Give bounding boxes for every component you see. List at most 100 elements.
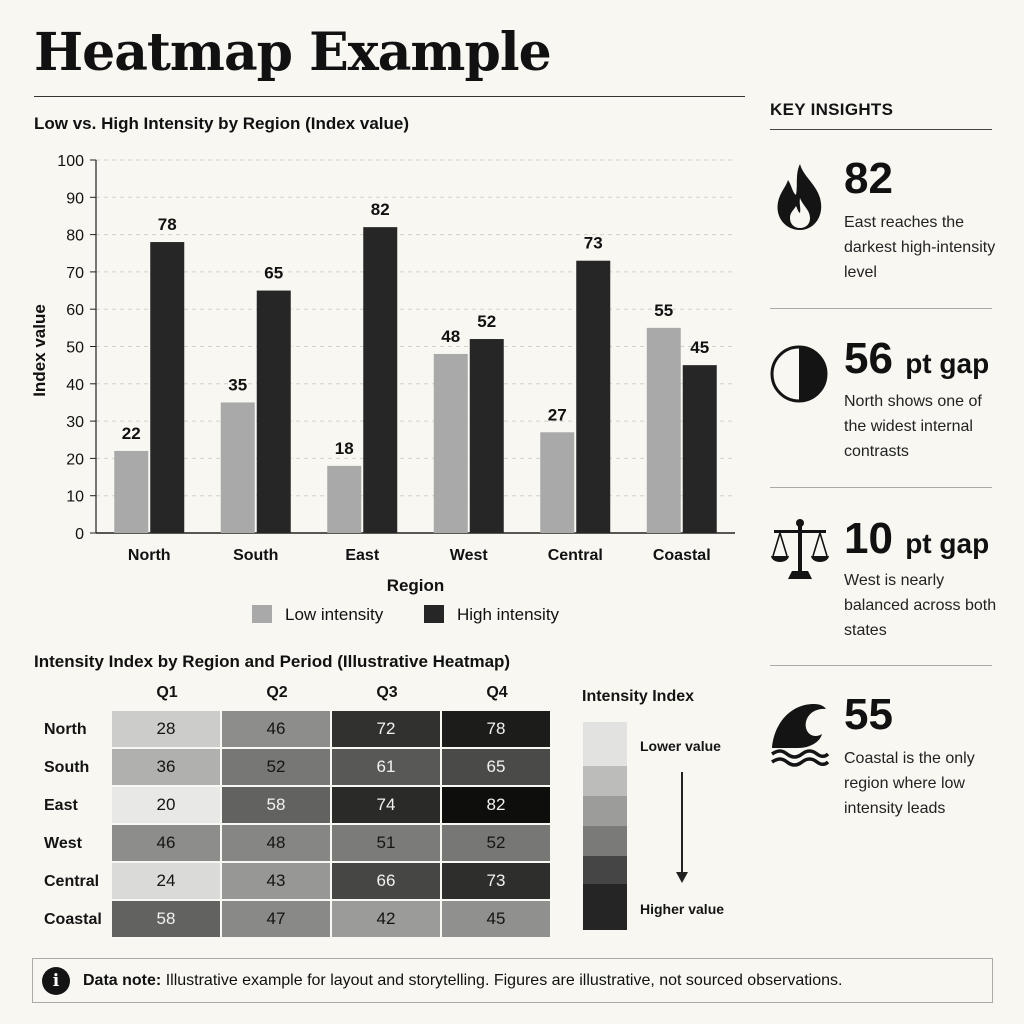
bar [469,339,504,533]
insight-metric-3: 10 pt gap [844,514,990,563]
insight-metric-4: 55 [844,690,893,739]
y-tick-label: 20 [66,451,84,468]
heatmap-cell: 65 [442,749,550,785]
legend-swatch-mid [583,796,627,826]
page-title: Heatmap Example [34,22,552,83]
heatmap-cell: 48 [222,825,330,861]
heatmap-row-label: North [44,721,87,738]
insight-metric-1: 82 [844,154,893,203]
bar-data-label: 48 [441,327,460,346]
x-tick-label: East [345,547,379,564]
legend-swatch-lightest [583,722,627,766]
heatmap-cell: 52 [222,749,330,785]
bar [220,402,255,533]
bar [256,290,291,533]
insights-divider [770,129,992,130]
y-tick-label: 0 [75,526,84,543]
heatmap-cell: 20 [112,787,220,823]
x-tick-label: North [128,547,171,564]
bar-chart: 0 10 20 30 40 50 60 70 80 90 100 22 78 North 35 65 South… [30,153,735,624]
insights-title: KEY INSIGHTS [770,100,894,119]
heatmap-row-label: Central [44,873,100,890]
insight-description-3: West is nearly balanced across both stat… [844,572,997,639]
data-note-label: Data note: [83,972,162,989]
heatmap-row-label: South [44,759,90,776]
heatmap-cell: 47 [222,901,330,937]
legend-label: High intensity [457,605,560,624]
heatmap-row-label: Coastal [44,911,102,928]
half-circle-icon [770,340,830,404]
insight-description-1: East reaches the darkest high-intensity … [844,214,996,281]
insights-divider [770,665,992,666]
insights-divider [770,487,992,488]
y-tick-label: 10 [66,489,84,506]
heatmap-column-header: Q2 [266,684,288,701]
heatmap-title: Intensity Index by Region and Period (Il… [34,652,511,671]
heatmap-cell: 45 [442,901,550,937]
bar-data-label: 35 [228,375,247,394]
data-note: i Data note: Illustrative example for la… [32,958,993,1003]
bar-data-label: 22 [122,424,141,443]
bar-data-label: 45 [690,338,709,357]
heatmap-cell: 58 [222,787,330,823]
bar [576,260,611,533]
heatmap-cell: 28 [112,711,220,747]
bar [433,353,468,533]
bar [682,365,717,533]
bar-data-label: 55 [654,301,673,320]
legend-high-label: Higher value [640,901,725,917]
x-tick-label: South [233,547,278,564]
x-tick-label: Coastal [653,547,711,564]
heatmap-cell: 66 [332,863,440,899]
bar [363,227,398,533]
heatmap-cell: 52 [442,825,550,861]
bar-data-label: 27 [548,405,567,424]
heatmap-row-label: West [44,835,82,852]
legend-swatch [252,605,272,623]
heatmap-cell: 74 [332,787,440,823]
y-tick-label: 50 [66,340,84,357]
data-note-text: Data note: Illustrative example for layo… [83,972,842,990]
heatmap-cell: 72 [332,711,440,747]
arrow-down-icon [676,872,688,883]
heatmap-cell: 46 [112,825,220,861]
heatmap-cell: 61 [332,749,440,785]
bar [150,242,185,533]
bar [114,450,149,533]
insights-divider [770,308,992,309]
y-tick-label: 90 [66,190,84,207]
legend-swatch-light [583,766,627,796]
y-axis-title: Index value [30,304,49,397]
y-tick-label: 70 [66,265,84,282]
heatmap-column-header: Q3 [376,684,398,701]
legend-low-label: Lower value [640,738,721,754]
bar-data-label: 65 [264,264,283,283]
bar [540,432,575,533]
info-icon: i [42,967,70,995]
bar-data-label: 52 [477,312,496,331]
y-tick-label: 80 [66,228,84,245]
heatmap-cell: 51 [332,825,440,861]
heatmap-cell: 78 [442,711,550,747]
bar-chart-title: Low vs. High Intensity by Region (Index … [34,114,409,133]
heatmap-cell: 36 [112,749,220,785]
bar [646,327,681,533]
bar-data-label: 73 [584,234,603,253]
x-tick-label: Central [548,547,603,564]
heatmap-cell: 24 [112,863,220,899]
data-note-body: Illustrative example for layout and stor… [165,972,843,989]
y-tick-label: 40 [66,377,84,394]
heatmap-cell: 58 [112,901,220,937]
heatmap-cell: 82 [442,787,550,823]
heatmap-cell: 43 [222,863,330,899]
heatmap-legend-title: Intensity Index [582,688,695,705]
heatmap-column-header: Q1 [156,684,178,701]
bar-data-label: 78 [158,215,177,234]
flame-icon [770,162,830,230]
y-tick-label: 60 [66,302,84,319]
y-tick-label: 100 [57,153,84,170]
heatmap-cell: 42 [332,901,440,937]
heatmap-row-label: East [44,797,78,814]
insight-description-4: Coastal is the only region where low int… [844,750,975,817]
heatmap-cell: 73 [442,863,550,899]
